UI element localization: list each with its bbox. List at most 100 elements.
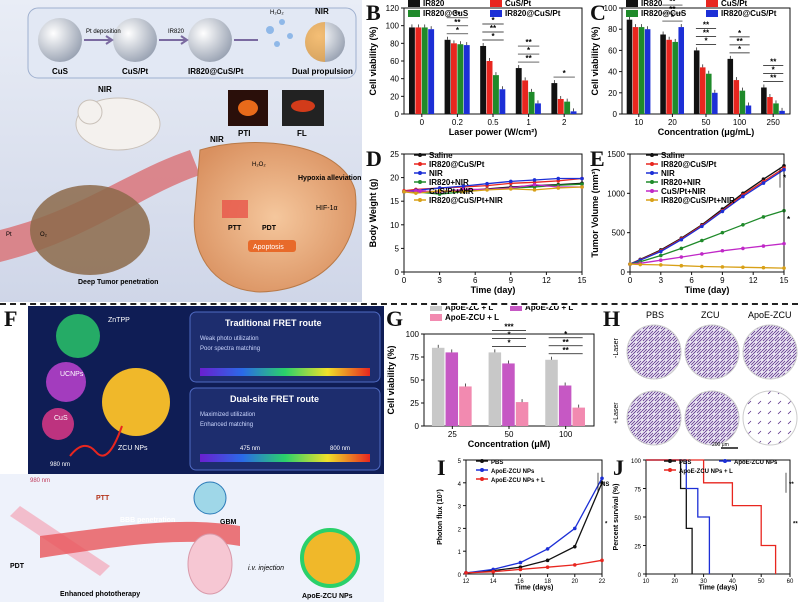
chart-d: 0 5 10 15 20 25 Body Weight (g) Time (day) 0 3 6 9 1… xyxy=(368,150,587,295)
bar xyxy=(564,101,571,114)
label-pdt: PDT xyxy=(262,225,277,232)
bar xyxy=(572,407,585,426)
data-point xyxy=(741,246,745,251)
dish-apoe-plus xyxy=(742,390,798,446)
y-axis-label: Cell viability (%) xyxy=(590,26,600,95)
label-h2o-pt-o2: Pt xyxy=(6,232,12,238)
series-line xyxy=(629,263,785,269)
data-point xyxy=(437,186,442,190)
data-point xyxy=(573,563,577,567)
legend-swatch xyxy=(430,306,442,311)
y-axis-label: Body Weight (g) xyxy=(368,179,378,248)
legend-marker xyxy=(418,198,422,202)
sig-label: * xyxy=(564,330,568,339)
x-tick-label: 0.5 xyxy=(487,118,499,127)
x-tick-label: 12 xyxy=(542,276,551,285)
x-axis-label: Concentration (μg/mL) xyxy=(658,127,755,137)
sig-label: ** xyxy=(789,482,794,488)
bar xyxy=(557,98,564,114)
data-point xyxy=(402,189,406,194)
y-tick-label: 25 xyxy=(634,545,641,551)
data-point xyxy=(600,476,604,481)
legend-swatch xyxy=(626,10,638,17)
sig-label: ** xyxy=(563,338,570,347)
label-hypoxia: Hypoxia alleviation xyxy=(298,175,361,182)
zcu-nanoparticle xyxy=(102,368,170,436)
bar xyxy=(773,103,779,114)
legend-label: IR820@CuS/Pt xyxy=(505,9,561,18)
x-axis-label: Laser power (W/cm²) xyxy=(449,127,538,137)
data-point xyxy=(679,255,684,259)
sig-label: ** xyxy=(454,18,461,27)
x-tick-label: 1 xyxy=(526,118,531,127)
x-axis-label: Time (day) xyxy=(471,285,516,295)
brain-vessel xyxy=(40,521,240,558)
panel-label-e: E xyxy=(590,146,605,171)
x-axis-label: Time (days) xyxy=(699,585,738,592)
label-ucnps: UCNPs xyxy=(60,371,84,378)
bar xyxy=(626,19,633,114)
legend-marker xyxy=(418,189,422,193)
sig-label: ** xyxy=(525,38,532,47)
bar xyxy=(522,80,529,114)
sig-label: * xyxy=(704,36,708,45)
data-point xyxy=(532,182,537,187)
data-point xyxy=(518,567,523,572)
dish-apoe-minus xyxy=(742,324,798,380)
x-tick-label: 50 xyxy=(702,118,711,127)
label-enhanced: Enhanced phototherapy xyxy=(60,591,140,598)
data-point xyxy=(464,571,468,575)
bar xyxy=(693,50,700,114)
label-bbb: BBB penetration xyxy=(120,517,175,524)
legend-label: ApoE-ZCU NPs + L xyxy=(679,469,733,475)
legend-marker xyxy=(650,189,654,193)
bar xyxy=(445,352,459,426)
data-point xyxy=(545,565,550,569)
y-tick-label: 20 xyxy=(608,89,617,98)
data-point xyxy=(659,263,663,267)
legend-label: ApoE-ZCU NPs + L xyxy=(491,478,545,484)
legend-marker xyxy=(668,468,672,472)
legend-swatch xyxy=(706,0,718,7)
label-o2: O₂ xyxy=(40,232,48,238)
chart-e: 0 500 1000 1500 Tumor Volume (mm³) Time (day)… xyxy=(590,150,791,295)
bar xyxy=(712,92,718,114)
legend-swatch xyxy=(706,10,718,17)
title-dual: Dual-site FRET route xyxy=(230,394,319,404)
x-tick-label: 12 xyxy=(463,579,470,585)
sig-label: * xyxy=(738,29,742,38)
x-tick-label: 40 xyxy=(729,579,736,585)
bar xyxy=(502,363,515,426)
x-tick-label: 18 xyxy=(544,579,551,585)
label-980-top: 980 nm xyxy=(50,462,70,468)
data-point xyxy=(545,558,550,563)
bar xyxy=(450,43,457,115)
legend-marker xyxy=(418,162,422,166)
x-tick-label: 100 xyxy=(733,118,747,127)
bar xyxy=(408,27,415,114)
legend-label: ApoE-ZC + L xyxy=(445,306,493,312)
data-point xyxy=(782,241,786,246)
apoe-nanoparticle xyxy=(300,528,360,588)
legend-label: CuS/Pt xyxy=(505,0,532,8)
trad-2: Poor spectra matching xyxy=(200,346,260,352)
legend-label: IR820@CuS/Pt+NIR xyxy=(429,196,503,205)
dish-pbs-minus xyxy=(626,324,682,380)
y-tick-label: 0 xyxy=(613,110,618,119)
legend-marker xyxy=(650,198,654,202)
y-tick-label: 500 xyxy=(612,229,626,238)
data-point xyxy=(782,167,786,172)
legend-label: CuS/Pt+NIR xyxy=(661,187,706,196)
y-tick-label: 100 xyxy=(406,330,420,339)
bar xyxy=(493,75,499,114)
bar xyxy=(632,27,639,114)
bar xyxy=(733,80,740,114)
mouse-standing xyxy=(187,533,233,595)
data-point xyxy=(556,186,561,190)
panel-label-g: G xyxy=(386,306,404,331)
y-tick-label: 50 xyxy=(410,376,419,385)
legend-label: IR820 xyxy=(641,0,663,8)
legend-marker xyxy=(480,459,484,463)
series-line xyxy=(646,459,777,574)
label-pdt: PDT xyxy=(10,563,25,570)
